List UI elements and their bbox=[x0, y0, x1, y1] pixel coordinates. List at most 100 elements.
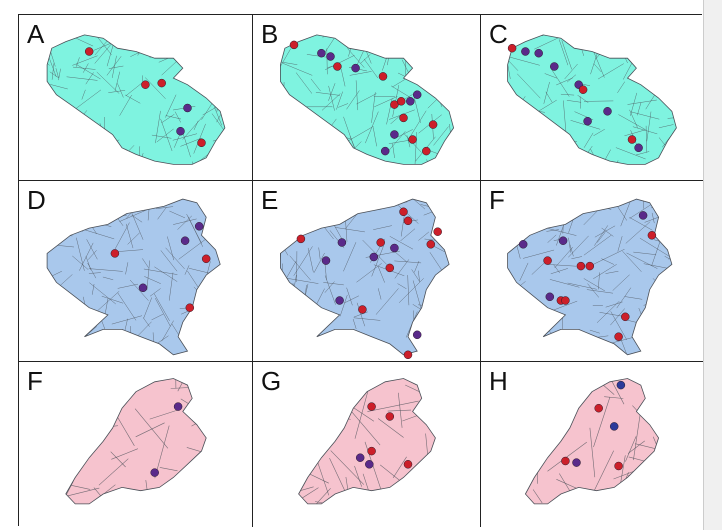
road-segment bbox=[165, 94, 177, 118]
road-segment bbox=[117, 83, 124, 98]
road-segment bbox=[161, 58, 180, 76]
road-segment bbox=[608, 336, 636, 345]
road-segment bbox=[507, 56, 511, 79]
red-location-point bbox=[426, 240, 436, 249]
road-segment bbox=[531, 261, 547, 275]
map-figure bbox=[498, 378, 660, 505]
road-segment bbox=[642, 199, 644, 209]
road-segment bbox=[589, 427, 596, 478]
road-segment bbox=[589, 200, 612, 207]
road-segment bbox=[173, 218, 197, 225]
road-segment bbox=[125, 223, 134, 249]
road-segment bbox=[174, 34, 177, 53]
road-segment bbox=[583, 234, 612, 256]
road-segment bbox=[318, 247, 321, 260]
road-segment bbox=[363, 58, 379, 79]
road-segment bbox=[525, 438, 528, 491]
road-segment bbox=[555, 378, 585, 382]
road-segment bbox=[76, 133, 90, 136]
red-location-point bbox=[408, 135, 417, 144]
road-segment bbox=[190, 34, 203, 38]
panel-label: C bbox=[489, 19, 508, 49]
map-figure bbox=[19, 378, 207, 505]
red-location-point bbox=[296, 234, 306, 244]
road-segment bbox=[539, 128, 561, 139]
road-segment bbox=[81, 228, 115, 240]
road-segment bbox=[539, 125, 555, 130]
road-segment bbox=[305, 131, 318, 162]
road-segment bbox=[130, 502, 182, 504]
road-segment bbox=[619, 337, 629, 355]
road-segment bbox=[63, 157, 88, 164]
road-segment bbox=[199, 201, 221, 208]
road-segment bbox=[410, 49, 418, 66]
road-segment bbox=[19, 461, 43, 479]
road-segment bbox=[346, 90, 360, 110]
road-segment bbox=[498, 450, 522, 479]
road-segment bbox=[394, 259, 410, 279]
road-segment bbox=[429, 252, 444, 274]
road-segment bbox=[308, 144, 314, 158]
road-segment bbox=[507, 148, 509, 154]
road-segment bbox=[511, 34, 521, 43]
road-segment bbox=[371, 92, 376, 123]
road-segment bbox=[594, 225, 616, 238]
road-segment bbox=[580, 161, 614, 165]
road-segment bbox=[373, 225, 392, 230]
road-segment bbox=[345, 212, 359, 229]
road-segment bbox=[413, 325, 447, 329]
road-segment bbox=[47, 42, 50, 54]
road-segment bbox=[143, 268, 178, 275]
road-segment bbox=[377, 288, 382, 300]
road-segment bbox=[625, 436, 637, 462]
road-segment bbox=[50, 84, 68, 90]
road-segment bbox=[63, 120, 79, 142]
panel-label: G bbox=[261, 366, 282, 396]
road-segment bbox=[195, 314, 221, 316]
road-segment bbox=[517, 73, 541, 99]
road-segment bbox=[593, 397, 611, 448]
road-segment bbox=[295, 72, 313, 94]
road-segment bbox=[445, 34, 453, 50]
road-segment bbox=[587, 34, 604, 47]
road-segment bbox=[595, 34, 618, 60]
road-segment bbox=[287, 333, 299, 338]
road-segment bbox=[401, 59, 410, 76]
road-segment bbox=[612, 274, 630, 291]
road-segment bbox=[82, 63, 89, 73]
red-location-point bbox=[614, 332, 623, 341]
road-segment bbox=[419, 45, 429, 52]
road-segment bbox=[481, 309, 506, 319]
road-segment bbox=[291, 145, 297, 159]
road-segment bbox=[298, 311, 318, 342]
road-segment bbox=[543, 81, 550, 104]
road-segment bbox=[411, 269, 421, 282]
road-segment bbox=[614, 498, 659, 504]
road-segment bbox=[554, 378, 609, 380]
road-segment bbox=[111, 55, 117, 78]
road-segment bbox=[343, 116, 355, 149]
road-segment bbox=[415, 43, 427, 57]
road-segment bbox=[146, 47, 160, 50]
road-segment bbox=[193, 487, 207, 501]
road-segment bbox=[56, 203, 89, 205]
road-segment bbox=[61, 121, 71, 129]
road-segment bbox=[390, 85, 414, 100]
road-segment bbox=[525, 460, 543, 470]
map-panel: C bbox=[481, 15, 703, 181]
road-segment bbox=[562, 151, 577, 154]
road-segment bbox=[360, 54, 371, 64]
red-location-point bbox=[185, 303, 195, 312]
road-segment bbox=[203, 72, 222, 88]
road-segment bbox=[394, 260, 422, 264]
road-segment bbox=[613, 470, 635, 480]
purple-location-point bbox=[550, 62, 559, 71]
road-segment bbox=[586, 289, 614, 294]
road-segment bbox=[186, 447, 207, 455]
road-segment bbox=[430, 334, 437, 344]
road-segment bbox=[507, 332, 508, 355]
road-segment bbox=[21, 305, 47, 325]
road-segment bbox=[431, 304, 438, 314]
road-segment bbox=[96, 71, 120, 94]
road-segment bbox=[671, 138, 677, 151]
